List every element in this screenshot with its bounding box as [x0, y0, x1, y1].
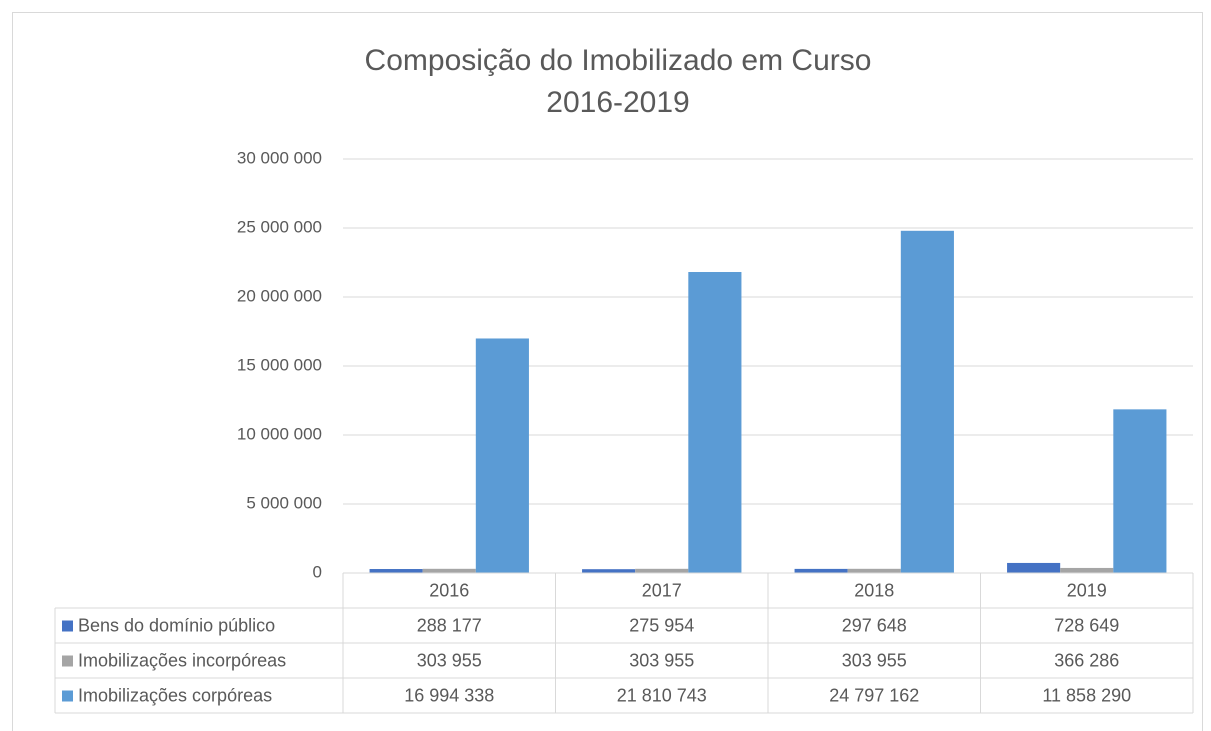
- bar: [422, 568, 476, 573]
- legend-key: [62, 690, 73, 702]
- table-value: 288 177: [417, 615, 482, 635]
- x-tick-label: 2019: [1067, 580, 1107, 600]
- y-tick-label: 15 000 000: [237, 355, 322, 374]
- table-value: 728 649: [1054, 615, 1119, 635]
- chart-frame: [12, 12, 1203, 731]
- bar: [635, 568, 689, 573]
- bar: [1060, 567, 1114, 573]
- bar: [688, 272, 742, 573]
- table-value: 303 955: [842, 650, 907, 670]
- y-tick-label: 30 000 000: [237, 148, 322, 167]
- chart-title: Composição do Imobilizado em Curso: [365, 44, 872, 77]
- table-value: 24 797 162: [829, 685, 919, 705]
- y-tick-label: 10 000 000: [237, 424, 322, 443]
- legend-label: Imobilizações incorpóreas: [78, 650, 286, 670]
- bar: [582, 569, 636, 573]
- legend-label: Bens do domínio público: [78, 615, 275, 635]
- table-value: 297 648: [842, 615, 907, 635]
- y-tick-label: 25 000 000: [237, 217, 322, 236]
- bar: [900, 230, 954, 573]
- table-value: 275 954: [629, 615, 694, 635]
- bar: [369, 569, 423, 573]
- x-tick-label: 2017: [642, 580, 682, 600]
- bar: [475, 338, 529, 573]
- chart-subtitle: 2016-2019: [546, 86, 689, 119]
- bar: [847, 568, 901, 573]
- y-tick-label: 20 000 000: [237, 286, 322, 305]
- x-tick-label: 2016: [429, 580, 469, 600]
- y-tick-label: 5 000 000: [246, 493, 322, 512]
- x-tick-label: 2018: [854, 580, 894, 600]
- table-value: 21 810 743: [617, 685, 707, 705]
- table-value: 11 858 290: [1042, 685, 1131, 705]
- legend-key: [62, 655, 73, 667]
- y-tick-label: 0: [313, 562, 322, 581]
- table-value: 366 286: [1054, 650, 1119, 670]
- table-value: 303 955: [629, 650, 694, 670]
- legend-label: Imobilizações corpóreas: [78, 685, 272, 705]
- table-value: 16 994 338: [404, 685, 494, 705]
- legend-key: [62, 620, 73, 632]
- table-value: 303 955: [417, 650, 482, 670]
- bar: [1113, 409, 1167, 573]
- bar: [794, 568, 848, 573]
- bar: [1007, 562, 1061, 573]
